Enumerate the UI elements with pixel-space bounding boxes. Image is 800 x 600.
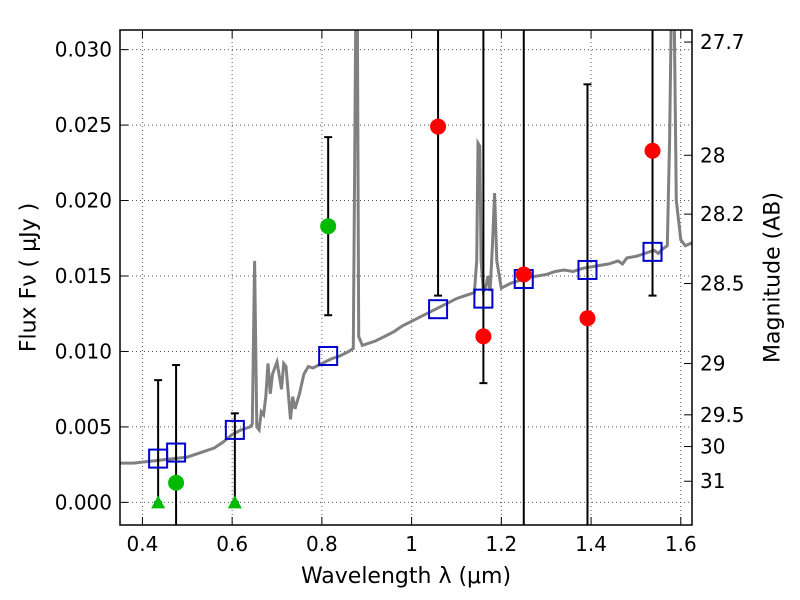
y-tick-label: 0.005 — [55, 415, 112, 439]
magnitude-tick-label: 28.5 — [700, 272, 745, 296]
upper-limit-marker — [151, 495, 166, 509]
y-tick-label: 0.030 — [55, 38, 112, 62]
upper-limit-marker — [227, 495, 242, 509]
plot-frame — [119, 29, 693, 526]
y-tick-labels: 0.000 0.005 0.010 0.015 0.020 0.025 0.030 — [55, 38, 112, 515]
plot-area — [120, 30, 692, 525]
magnitude-tick-labels: 27.7 28 28.2 28.5 29 29.5 30 31 — [700, 30, 745, 493]
model-photometry-square — [318, 345, 339, 366]
y-axis-label: Flux Fν ( μJy ) — [17, 203, 42, 352]
upper-limit-points — [151, 495, 242, 509]
x-tick-label: 0.4 — [127, 532, 159, 556]
detection-points — [430, 118, 661, 345]
x-tick-label: 1 — [405, 532, 418, 556]
model-photometry-square — [473, 288, 494, 309]
x-tick-label: 1.6 — [665, 532, 697, 556]
magnitude-tick-label: 27.7 — [700, 30, 745, 54]
x-tick-label: 0.6 — [216, 532, 248, 556]
model-spectrum-line — [120, 30, 692, 465]
magnitude-tick-label: 29.5 — [700, 403, 745, 427]
detection-marker — [430, 118, 447, 135]
optical-points — [168, 218, 337, 491]
magnitude-axis-label: Magnitude (AB) — [761, 192, 786, 363]
optical-marker — [320, 218, 337, 235]
magnitude-tick-label: 30 — [700, 435, 725, 459]
model-photometry-square — [428, 299, 449, 320]
detection-marker — [644, 142, 661, 159]
magnitude-tick-label: 28 — [700, 143, 725, 167]
detection-marker — [515, 266, 532, 283]
error-bars — [154, 30, 657, 525]
x-axis-label: Wavelength λ (μm) — [301, 564, 511, 589]
model-photometry-points — [148, 241, 663, 469]
detection-marker — [579, 310, 596, 327]
y-tick-label: 0.010 — [55, 339, 112, 363]
y-tick-label: 0.000 — [55, 490, 112, 514]
magnitude-tick-label: 31 — [700, 469, 725, 493]
y-tick-label: 0.015 — [55, 264, 112, 288]
magnitude-tick-label: 29 — [700, 352, 725, 376]
x-tick-label: 0.8 — [306, 532, 338, 556]
x-tick-label: 1.4 — [575, 532, 607, 556]
detection-marker — [475, 328, 492, 345]
x-tick-labels: 0.4 0.6 0.8 1 1.2 1.4 1.6 — [127, 532, 697, 556]
model-photometry-square — [224, 419, 245, 440]
model-photometry-square — [166, 442, 187, 463]
magnitude-tick-label: 28.2 — [700, 202, 745, 226]
x-tick-label: 1.2 — [485, 532, 517, 556]
model-photometry-square — [577, 259, 598, 280]
axis-ticks — [120, 30, 692, 525]
y-tick-label: 0.020 — [55, 189, 112, 213]
model-photometry-square — [642, 241, 663, 262]
y-tick-label: 0.025 — [55, 113, 112, 137]
optical-marker — [168, 474, 185, 491]
grid-lines — [120, 30, 692, 525]
